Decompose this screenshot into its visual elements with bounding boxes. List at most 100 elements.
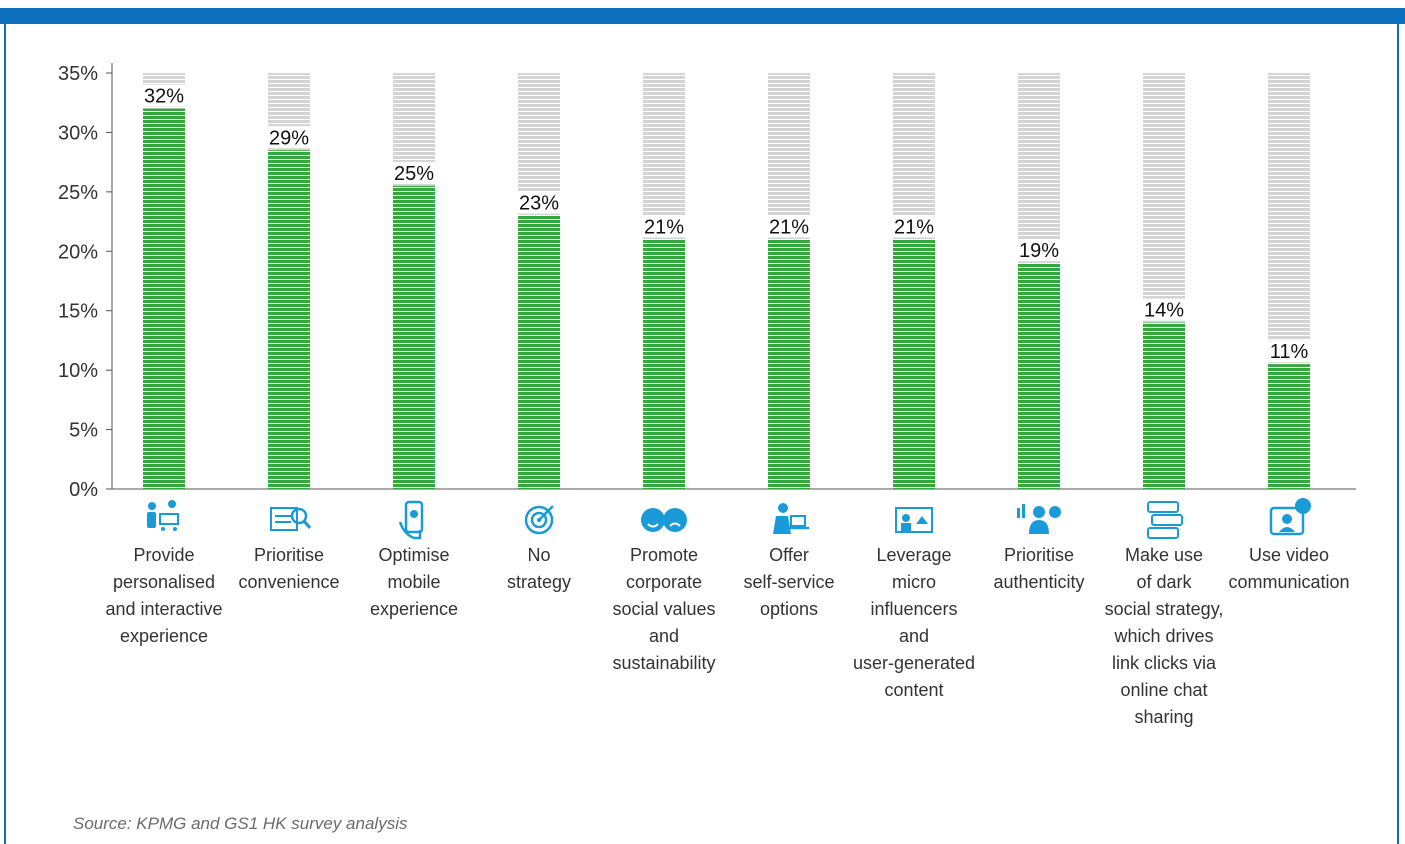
video-call-icon <box>1269 498 1311 536</box>
mobile-hand-icon <box>398 500 424 540</box>
category-label-line: communication <box>1228 572 1350 592</box>
data-label-bg <box>267 126 311 149</box>
category-label-line: content <box>884 680 944 700</box>
category-label-line: Leverage <box>876 545 952 565</box>
y-tick-label: 35% <box>58 63 98 85</box>
bar <box>893 239 935 489</box>
category-label: Use video communication <box>1222 542 1356 596</box>
category-label-line: and <box>898 626 930 646</box>
bar <box>643 239 685 489</box>
data-label-bg <box>767 215 811 238</box>
category-label: Leverage micro influencers and user-generate… <box>847 542 981 704</box>
category-label-line: self-service <box>743 572 835 592</box>
bar <box>1143 322 1185 489</box>
category-label-line: authenticity <box>993 572 1085 592</box>
person-charts-icon <box>1017 504 1061 534</box>
smiley-faces-icon <box>641 508 687 532</box>
search-browser-icon <box>270 507 312 531</box>
category-label-line: influencers <box>870 599 958 619</box>
category-label-line: and interactive <box>105 599 223 619</box>
bar <box>1268 364 1310 489</box>
category-label: Make use of dark social strategy, which dri… <box>1097 542 1231 731</box>
category-label-line: link clicks via <box>1111 653 1217 673</box>
category-label: Offer self-service options <box>722 542 856 623</box>
bar <box>268 150 310 489</box>
category-label-line: sharing <box>1134 707 1194 727</box>
data-label: 19% <box>1019 240 1059 262</box>
target-icon <box>524 505 554 535</box>
category-label-line: personalised <box>112 572 216 592</box>
y-tick-label: 0% <box>69 479 98 501</box>
category-label: Promote corporate social values and sustaina… <box>597 542 731 677</box>
data-label: 14% <box>1144 300 1184 322</box>
data-label: 11% <box>1270 341 1309 363</box>
category-label-line: Provide <box>133 545 195 565</box>
data-label: 32% <box>144 86 184 108</box>
y-tick-label: 10% <box>58 360 98 382</box>
y-tick-label: 20% <box>58 241 98 263</box>
data-label-bg <box>1267 340 1311 363</box>
category-label-line: corporate <box>625 572 703 592</box>
data-label: 21% <box>894 216 934 238</box>
bar <box>518 215 560 489</box>
header-bar <box>0 8 1405 24</box>
bar-chart: 0% 5% 10% 15% 20% 25% 30% 35% 32% 29% 25% 23% 21% 21%… <box>58 63 1356 540</box>
person-laptop-icon <box>773 503 809 534</box>
category-label-line: Prioritise <box>1003 545 1074 565</box>
category-label-line: options <box>759 599 819 619</box>
data-label-bg <box>892 215 936 238</box>
category-label-line: online chat <box>1120 680 1208 700</box>
category-label: Prioritise convenience <box>222 542 356 596</box>
bar <box>393 185 435 489</box>
data-label-bg <box>392 161 436 184</box>
category-label: Provide personalised and interactive experi… <box>97 542 231 650</box>
category-label-line: which drives <box>1114 626 1214 646</box>
y-tick-label: 5% <box>69 420 98 442</box>
category-label-line: Make use <box>1124 545 1204 565</box>
data-label: 29% <box>269 127 309 149</box>
y-tick-label: 15% <box>58 301 98 323</box>
data-label: 21% <box>769 216 809 238</box>
y-tick-label: 25% <box>58 182 98 204</box>
category-label: No strategy <box>472 542 606 596</box>
category-label-line: Use video <box>1248 545 1330 565</box>
category-label-line: No <box>527 545 551 565</box>
chat-bubbles-icon <box>1147 501 1183 539</box>
category-label-line: experience <box>119 626 209 646</box>
bar <box>143 108 185 490</box>
bar <box>768 239 810 489</box>
data-label-bg <box>1017 239 1061 262</box>
data-label-bg <box>142 84 186 107</box>
shopping-family-icon <box>147 500 179 531</box>
data-label-bg <box>642 215 686 238</box>
presenter-board-icon <box>895 507 933 533</box>
frame-border-left <box>4 24 6 844</box>
bar <box>1018 263 1060 489</box>
category-label: Optimise mobile experience <box>347 542 481 623</box>
category-label-line: convenience <box>238 572 340 592</box>
y-tick-label: 30% <box>58 122 98 144</box>
category-label-line: mobile <box>387 572 441 592</box>
data-label: 23% <box>519 193 559 215</box>
source-note: Source: KPMG and GS1 HK survey analysis <box>73 814 408 833</box>
data-label: 21% <box>644 216 684 238</box>
data-label: 25% <box>394 163 434 185</box>
category-label-line: Offer <box>769 545 809 565</box>
category-label-line: Optimise <box>378 545 450 565</box>
category-label-line: social strategy, <box>1104 599 1224 619</box>
category-label-line: Prioritise <box>253 545 324 565</box>
category-label-line: sustainability <box>612 653 716 673</box>
category-label-line: and <box>648 626 680 646</box>
category-label-line: of dark <box>1136 572 1192 592</box>
data-label-bg <box>1142 298 1186 321</box>
category-label-line: user-generated <box>852 653 976 673</box>
category-label-line: social values <box>612 599 716 619</box>
category-label-line: micro <box>892 572 936 592</box>
category-label-line: Promote <box>629 545 699 565</box>
category-label-line: strategy <box>506 572 572 592</box>
category-label: Prioritise authenticity <box>972 542 1106 596</box>
category-label-line: experience <box>369 599 459 619</box>
frame-border-right <box>1397 24 1399 844</box>
data-label-bg <box>517 191 561 214</box>
